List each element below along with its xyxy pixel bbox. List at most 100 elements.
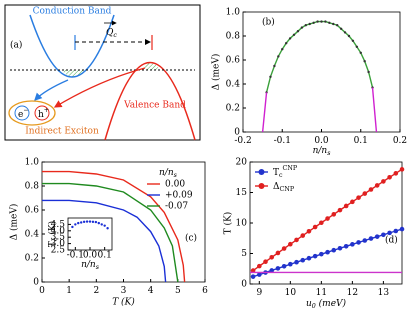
data-point xyxy=(82,220,86,224)
label-part: c xyxy=(113,32,117,39)
conduction-band-curve xyxy=(29,14,115,78)
data-point xyxy=(269,268,275,273)
data-point xyxy=(257,272,262,277)
data-point xyxy=(300,26,304,29)
y-tick-label: 2.5 xyxy=(51,246,66,256)
x-tick-label: 12 xyxy=(347,288,358,298)
y-tick-label: 0.8 xyxy=(226,32,241,42)
legend-title: n/ns xyxy=(159,168,178,180)
x-tick-label: 13 xyxy=(378,288,390,298)
data-point xyxy=(331,247,337,253)
y-tick-label: 4.0 xyxy=(51,226,66,236)
label-part: n/n xyxy=(81,260,96,270)
data-point xyxy=(350,199,355,205)
data-point xyxy=(324,20,327,23)
data-point xyxy=(325,249,330,255)
data-point xyxy=(306,255,312,261)
data-point xyxy=(250,274,256,279)
plot-frame xyxy=(249,161,403,285)
data-point xyxy=(339,27,343,30)
y-axis-label: T (K) xyxy=(223,212,234,235)
data-point xyxy=(387,230,392,236)
y-tick-label: 3.5 xyxy=(51,233,66,243)
y-tick-label: 0 xyxy=(241,280,247,290)
electron-circle xyxy=(14,105,30,121)
x-tick-label: 0 xyxy=(39,286,45,296)
data-point xyxy=(312,21,315,24)
x-tick-label: 0.1 xyxy=(98,251,112,261)
panel-label: (d) xyxy=(385,235,398,246)
data-point xyxy=(275,266,281,271)
data-point xyxy=(399,226,405,232)
y-tick-label: 0.4 xyxy=(25,230,40,240)
data-point xyxy=(275,250,281,256)
y-tick-label: 0.2 xyxy=(226,104,240,114)
data-point xyxy=(331,212,337,217)
x-tick-label: 4 xyxy=(148,286,154,296)
x-tick-label: 0.1 xyxy=(354,136,368,146)
label-part: Q xyxy=(106,28,114,38)
data-point xyxy=(257,263,262,269)
data-point xyxy=(269,254,275,260)
electron-arrow xyxy=(34,79,69,101)
electron-filling xyxy=(62,70,84,77)
hole-arrow xyxy=(53,67,146,108)
data-point xyxy=(106,227,109,230)
data-point xyxy=(71,225,74,229)
data-point xyxy=(288,37,292,40)
data-point xyxy=(304,24,307,27)
x-tick-label: 0.2 xyxy=(393,136,407,146)
label-part: n/n xyxy=(159,168,174,178)
label-part: u xyxy=(306,299,312,309)
y-tick-label: 10 xyxy=(236,219,248,229)
y-tick-label: 3.0 xyxy=(51,239,66,249)
valence-band-curve xyxy=(104,61,196,141)
plot-frame xyxy=(67,217,113,251)
data-point xyxy=(288,261,293,267)
label-part: T xyxy=(273,168,279,178)
series-line xyxy=(265,20,374,93)
x-tick-label: -0.1 xyxy=(67,251,84,261)
data-point xyxy=(312,253,318,259)
label-part: n/n xyxy=(313,146,328,156)
data-point xyxy=(308,22,311,26)
x-axis-label: u0 (meV) xyxy=(306,298,347,310)
data-point xyxy=(94,220,98,224)
data-point xyxy=(88,220,92,223)
x-tick-label: 1 xyxy=(66,286,72,296)
y-tick-label: 15 xyxy=(236,188,248,198)
data-point xyxy=(359,51,362,54)
data-point xyxy=(351,39,355,42)
data-point xyxy=(294,259,299,265)
data-point xyxy=(362,238,368,243)
label-part: h xyxy=(38,110,44,120)
hole-circle xyxy=(34,105,50,121)
data-point xyxy=(325,216,330,221)
data-point xyxy=(300,257,306,263)
label-part: CNP xyxy=(280,186,295,193)
series-line xyxy=(261,92,268,133)
y-tick-label: 0.2 xyxy=(25,254,39,264)
data-point xyxy=(343,31,347,34)
legend-label: +0.09 xyxy=(165,191,193,201)
label-part: s xyxy=(96,264,100,271)
data-point xyxy=(80,221,83,224)
data-point xyxy=(319,220,324,226)
x-axis-label: T (K) xyxy=(112,297,135,308)
data-point xyxy=(91,220,95,224)
label-part: + xyxy=(44,107,49,114)
x-tick-label: 5 xyxy=(175,286,181,296)
data-point xyxy=(319,251,324,257)
data-point xyxy=(312,224,318,230)
y-axis-label: Tc (K) xyxy=(47,221,60,247)
data-point xyxy=(269,75,272,79)
data-point xyxy=(281,264,287,269)
label-part: c xyxy=(52,237,59,241)
legend-label: TcCNP xyxy=(273,165,298,179)
series-line xyxy=(42,182,179,283)
data-point xyxy=(337,245,343,251)
legend-label: ΔCNP xyxy=(273,182,295,194)
x-tick-label: 6 xyxy=(202,286,208,296)
data-point xyxy=(347,34,351,38)
data-point xyxy=(374,183,380,188)
